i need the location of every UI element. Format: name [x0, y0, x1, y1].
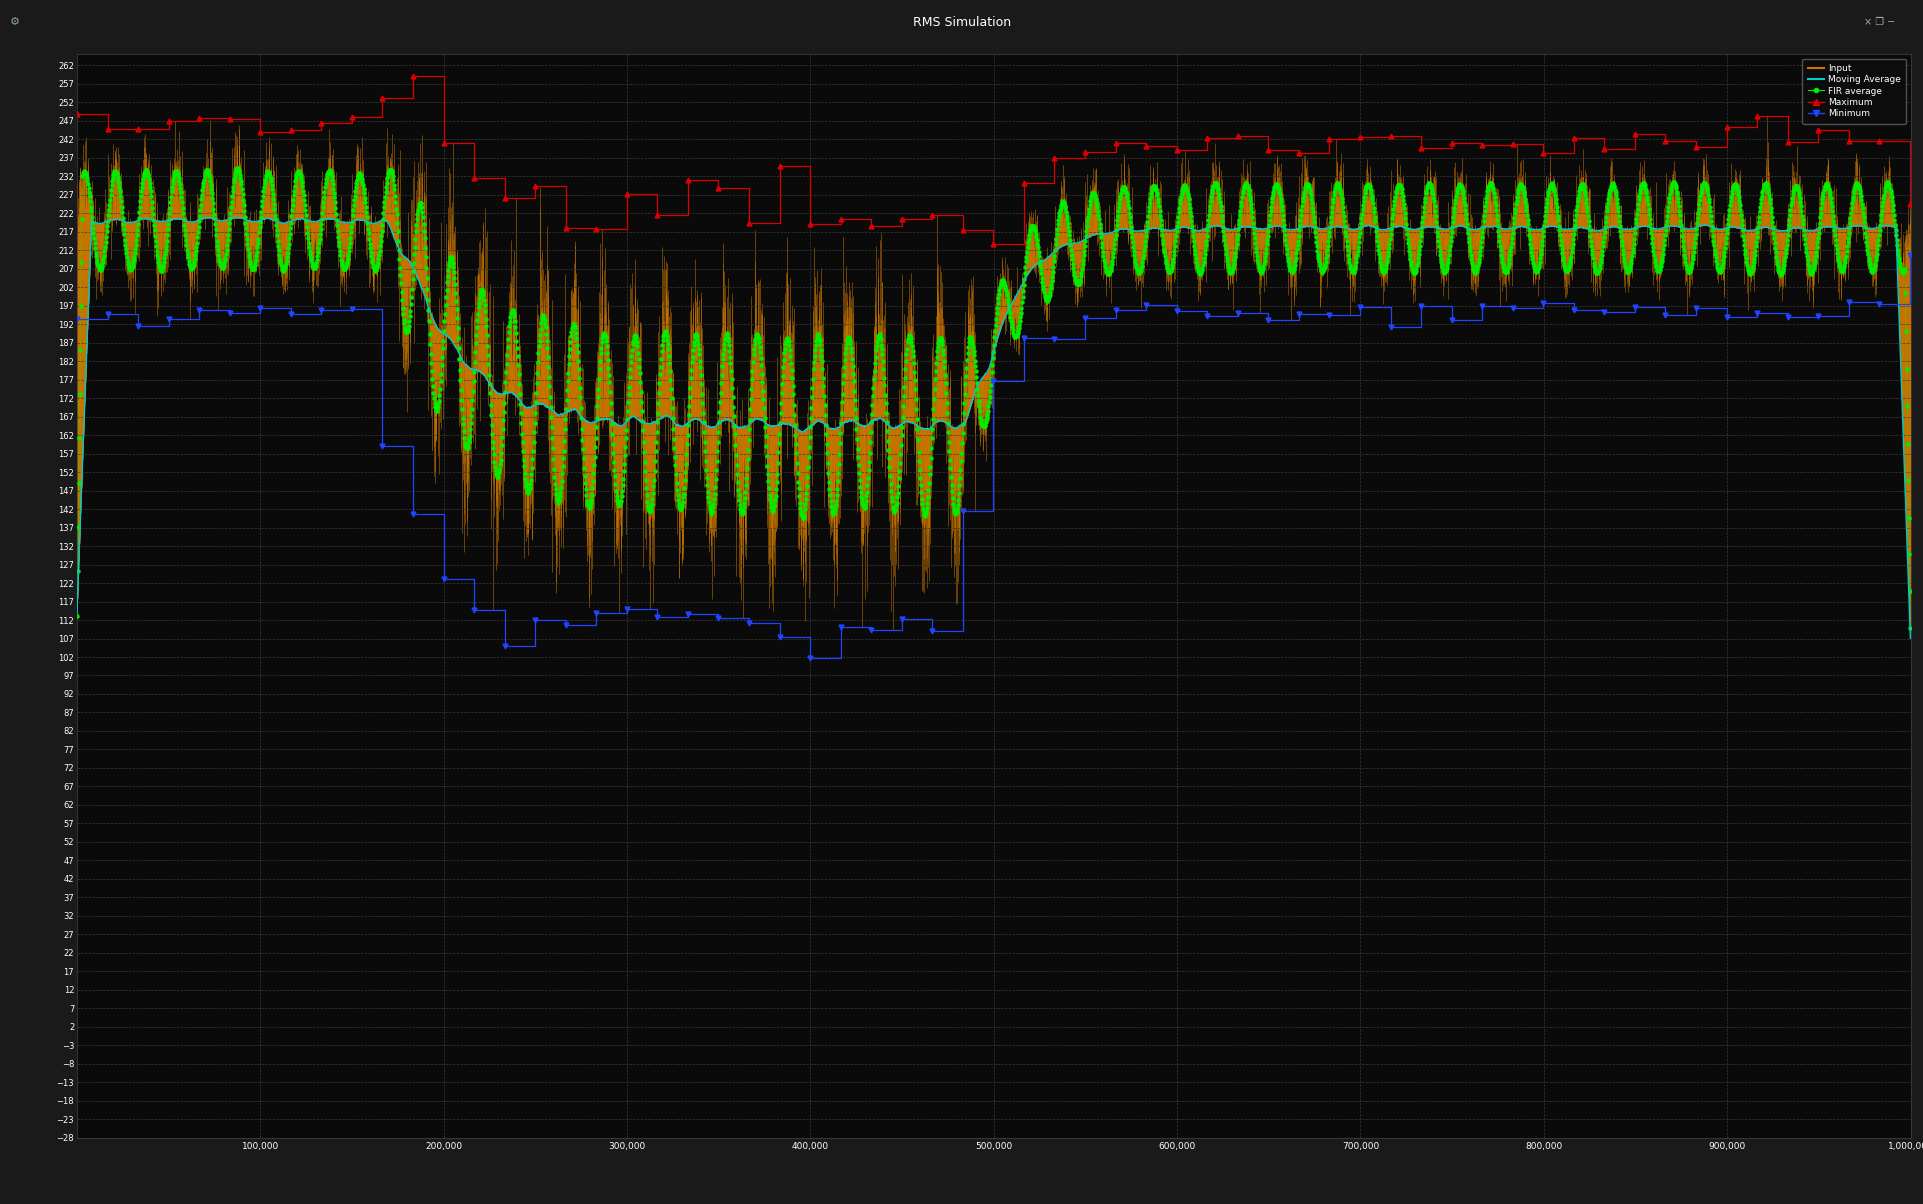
Text: × ❐ −: × ❐ −	[1863, 17, 1894, 28]
Text: ⚙: ⚙	[10, 17, 19, 28]
Text: RMS Simulation: RMS Simulation	[912, 16, 1011, 29]
Legend: Input, Moving Average, FIR average, Maximum, Minimum: Input, Moving Average, FIR average, Maxi…	[1802, 59, 1906, 124]
